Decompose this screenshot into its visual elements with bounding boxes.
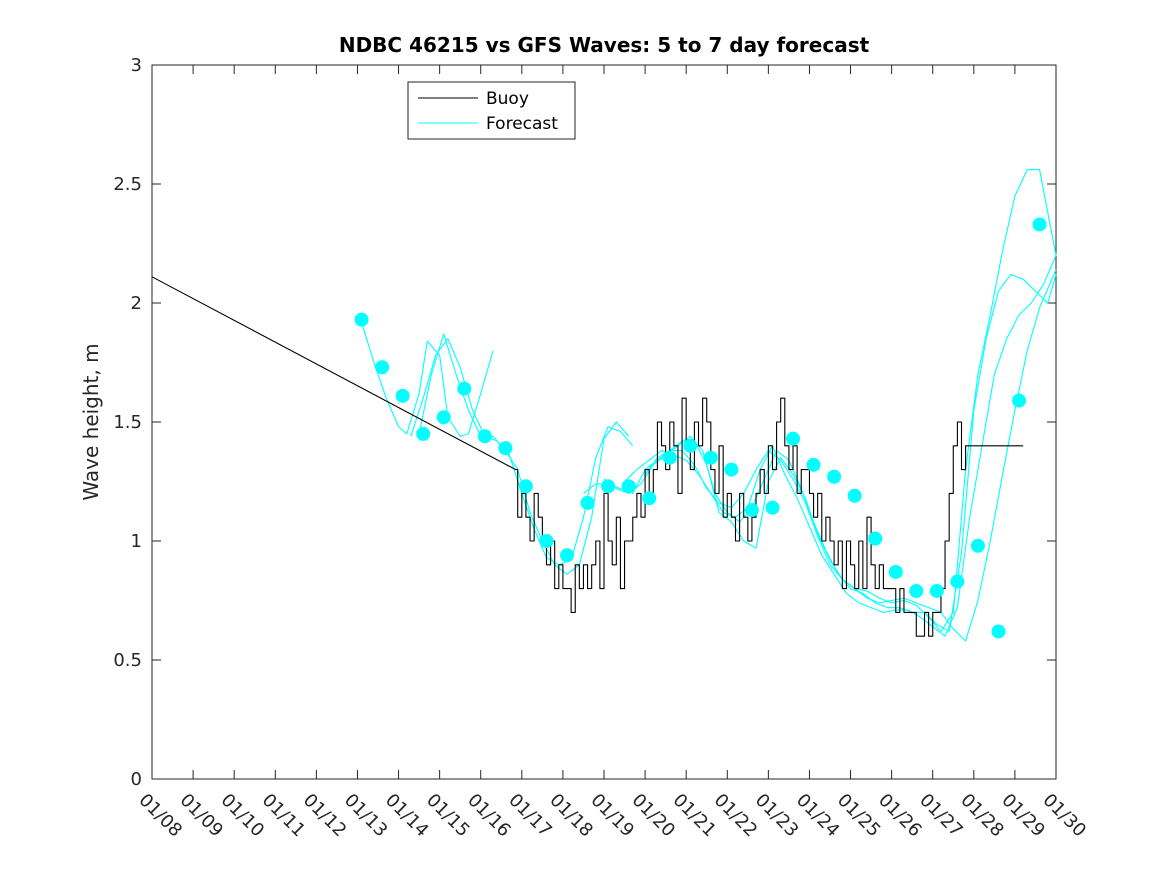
forecast-point <box>457 381 472 396</box>
y-tick-label: 1.5 <box>113 412 142 433</box>
forecast-series-line <box>603 273 1057 632</box>
forecast-series-line <box>624 255 1057 637</box>
forecast-point <box>950 574 965 589</box>
forecast-point <box>970 538 985 553</box>
series-layer <box>151 169 1057 642</box>
forecast-point <box>929 583 944 598</box>
forecast-point <box>601 479 616 494</box>
forecast-point <box>991 624 1006 639</box>
forecast-point <box>724 462 739 477</box>
legend-forecast-label: Forecast <box>486 114 558 134</box>
forecast-point <box>662 450 677 465</box>
forecast-point <box>518 479 533 494</box>
forecast-point <box>909 583 924 598</box>
forecast-point <box>539 534 554 548</box>
y-tick-label: 1 <box>131 531 142 552</box>
forecast-point <box>436 410 451 425</box>
chart-title: NDBC 46215 vs GFS Waves: 5 to 7 day fore… <box>339 33 870 57</box>
legend-box <box>407 81 576 140</box>
forecast-point <box>621 479 636 494</box>
forecast-point <box>827 469 842 484</box>
legend-buoy-label: Buoy <box>486 89 529 109</box>
forecast-point <box>765 500 780 515</box>
forecast-point <box>847 488 862 503</box>
y-axis-label: Wave height, m <box>79 343 103 500</box>
forecast-series-line <box>644 269 1057 642</box>
forecast-point <box>888 564 903 579</box>
forecast-point <box>498 441 513 456</box>
forecast-point <box>1012 393 1027 408</box>
forecast-point <box>683 438 698 453</box>
buoy-series-line <box>151 276 1024 637</box>
forecast-point <box>744 503 759 518</box>
forecast-point <box>786 431 801 446</box>
forecast-point <box>477 429 492 444</box>
legend: Buoy Forecast <box>407 81 576 140</box>
forecast-point <box>375 360 390 375</box>
forecast-point <box>560 548 575 563</box>
forecast-point <box>806 457 821 472</box>
forecast-point <box>416 426 431 441</box>
forecast-series-line <box>361 321 494 437</box>
forecast-point <box>703 450 718 465</box>
y-tick-label: 0 <box>131 769 142 790</box>
forecast-point <box>354 312 369 327</box>
forecast-series-line <box>583 169 1057 632</box>
y-tick-label: 2 <box>131 293 142 314</box>
forecast-point <box>1032 217 1047 232</box>
forecast-point <box>395 388 410 403</box>
forecast-point <box>580 495 595 510</box>
y-tick-label: 0.5 <box>113 650 142 671</box>
y-tick-label: 2.5 <box>113 174 142 195</box>
forecast-point <box>642 491 657 506</box>
y-tick-label: 3 <box>131 55 142 76</box>
forecast-point <box>868 531 883 546</box>
